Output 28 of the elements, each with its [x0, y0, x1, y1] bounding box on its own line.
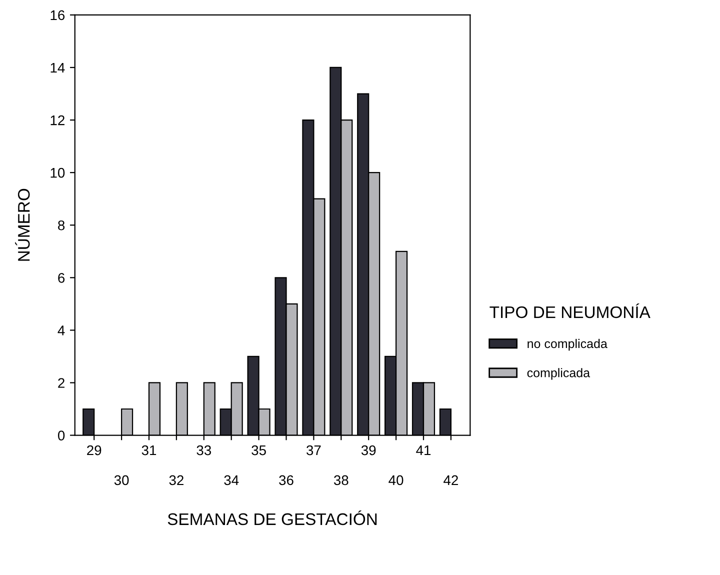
y-axis-title: NÚMERO: [15, 188, 30, 261]
x-tick-label: 32: [169, 475, 184, 486]
x-tick-label: 29: [87, 445, 102, 456]
y-tick-label: 4: [58, 326, 65, 336]
x-tick-label: 34: [224, 475, 239, 486]
y-tick-label: 0: [58, 430, 65, 440]
x-tick-label: 38: [334, 475, 348, 486]
y-tick-label: 14: [50, 62, 65, 73]
y-tick-label: 8: [58, 220, 65, 230]
x-tick-label: 31: [142, 445, 156, 456]
x-tick-label: 36: [279, 475, 294, 486]
legend-label: complicada: [527, 368, 590, 380]
x-tick-label: 37: [306, 445, 321, 456]
x-tick-label: 41: [416, 446, 431, 456]
legend-label: no complicada: [528, 338, 608, 351]
legend-title: TIPO DE NEUMONÍA: [490, 304, 650, 318]
y-tick-label: 6: [58, 272, 65, 283]
x-tick-label: 39: [361, 445, 376, 456]
x-tick-label: 30: [114, 475, 129, 486]
x-tick-label: 35: [252, 445, 266, 456]
y-tick-label: 2: [58, 378, 64, 388]
y-tick-label: 16: [50, 10, 65, 20]
x-axis-title: SEMANAS DE GESTACIÓN: [168, 510, 377, 526]
x-tick-label: 40: [388, 475, 404, 486]
y-tick-label: 10: [50, 168, 65, 178]
x-tick-label: 33: [196, 445, 212, 456]
x-tick-label: 42: [444, 475, 458, 485]
y-tick-label: 12: [50, 115, 64, 126]
